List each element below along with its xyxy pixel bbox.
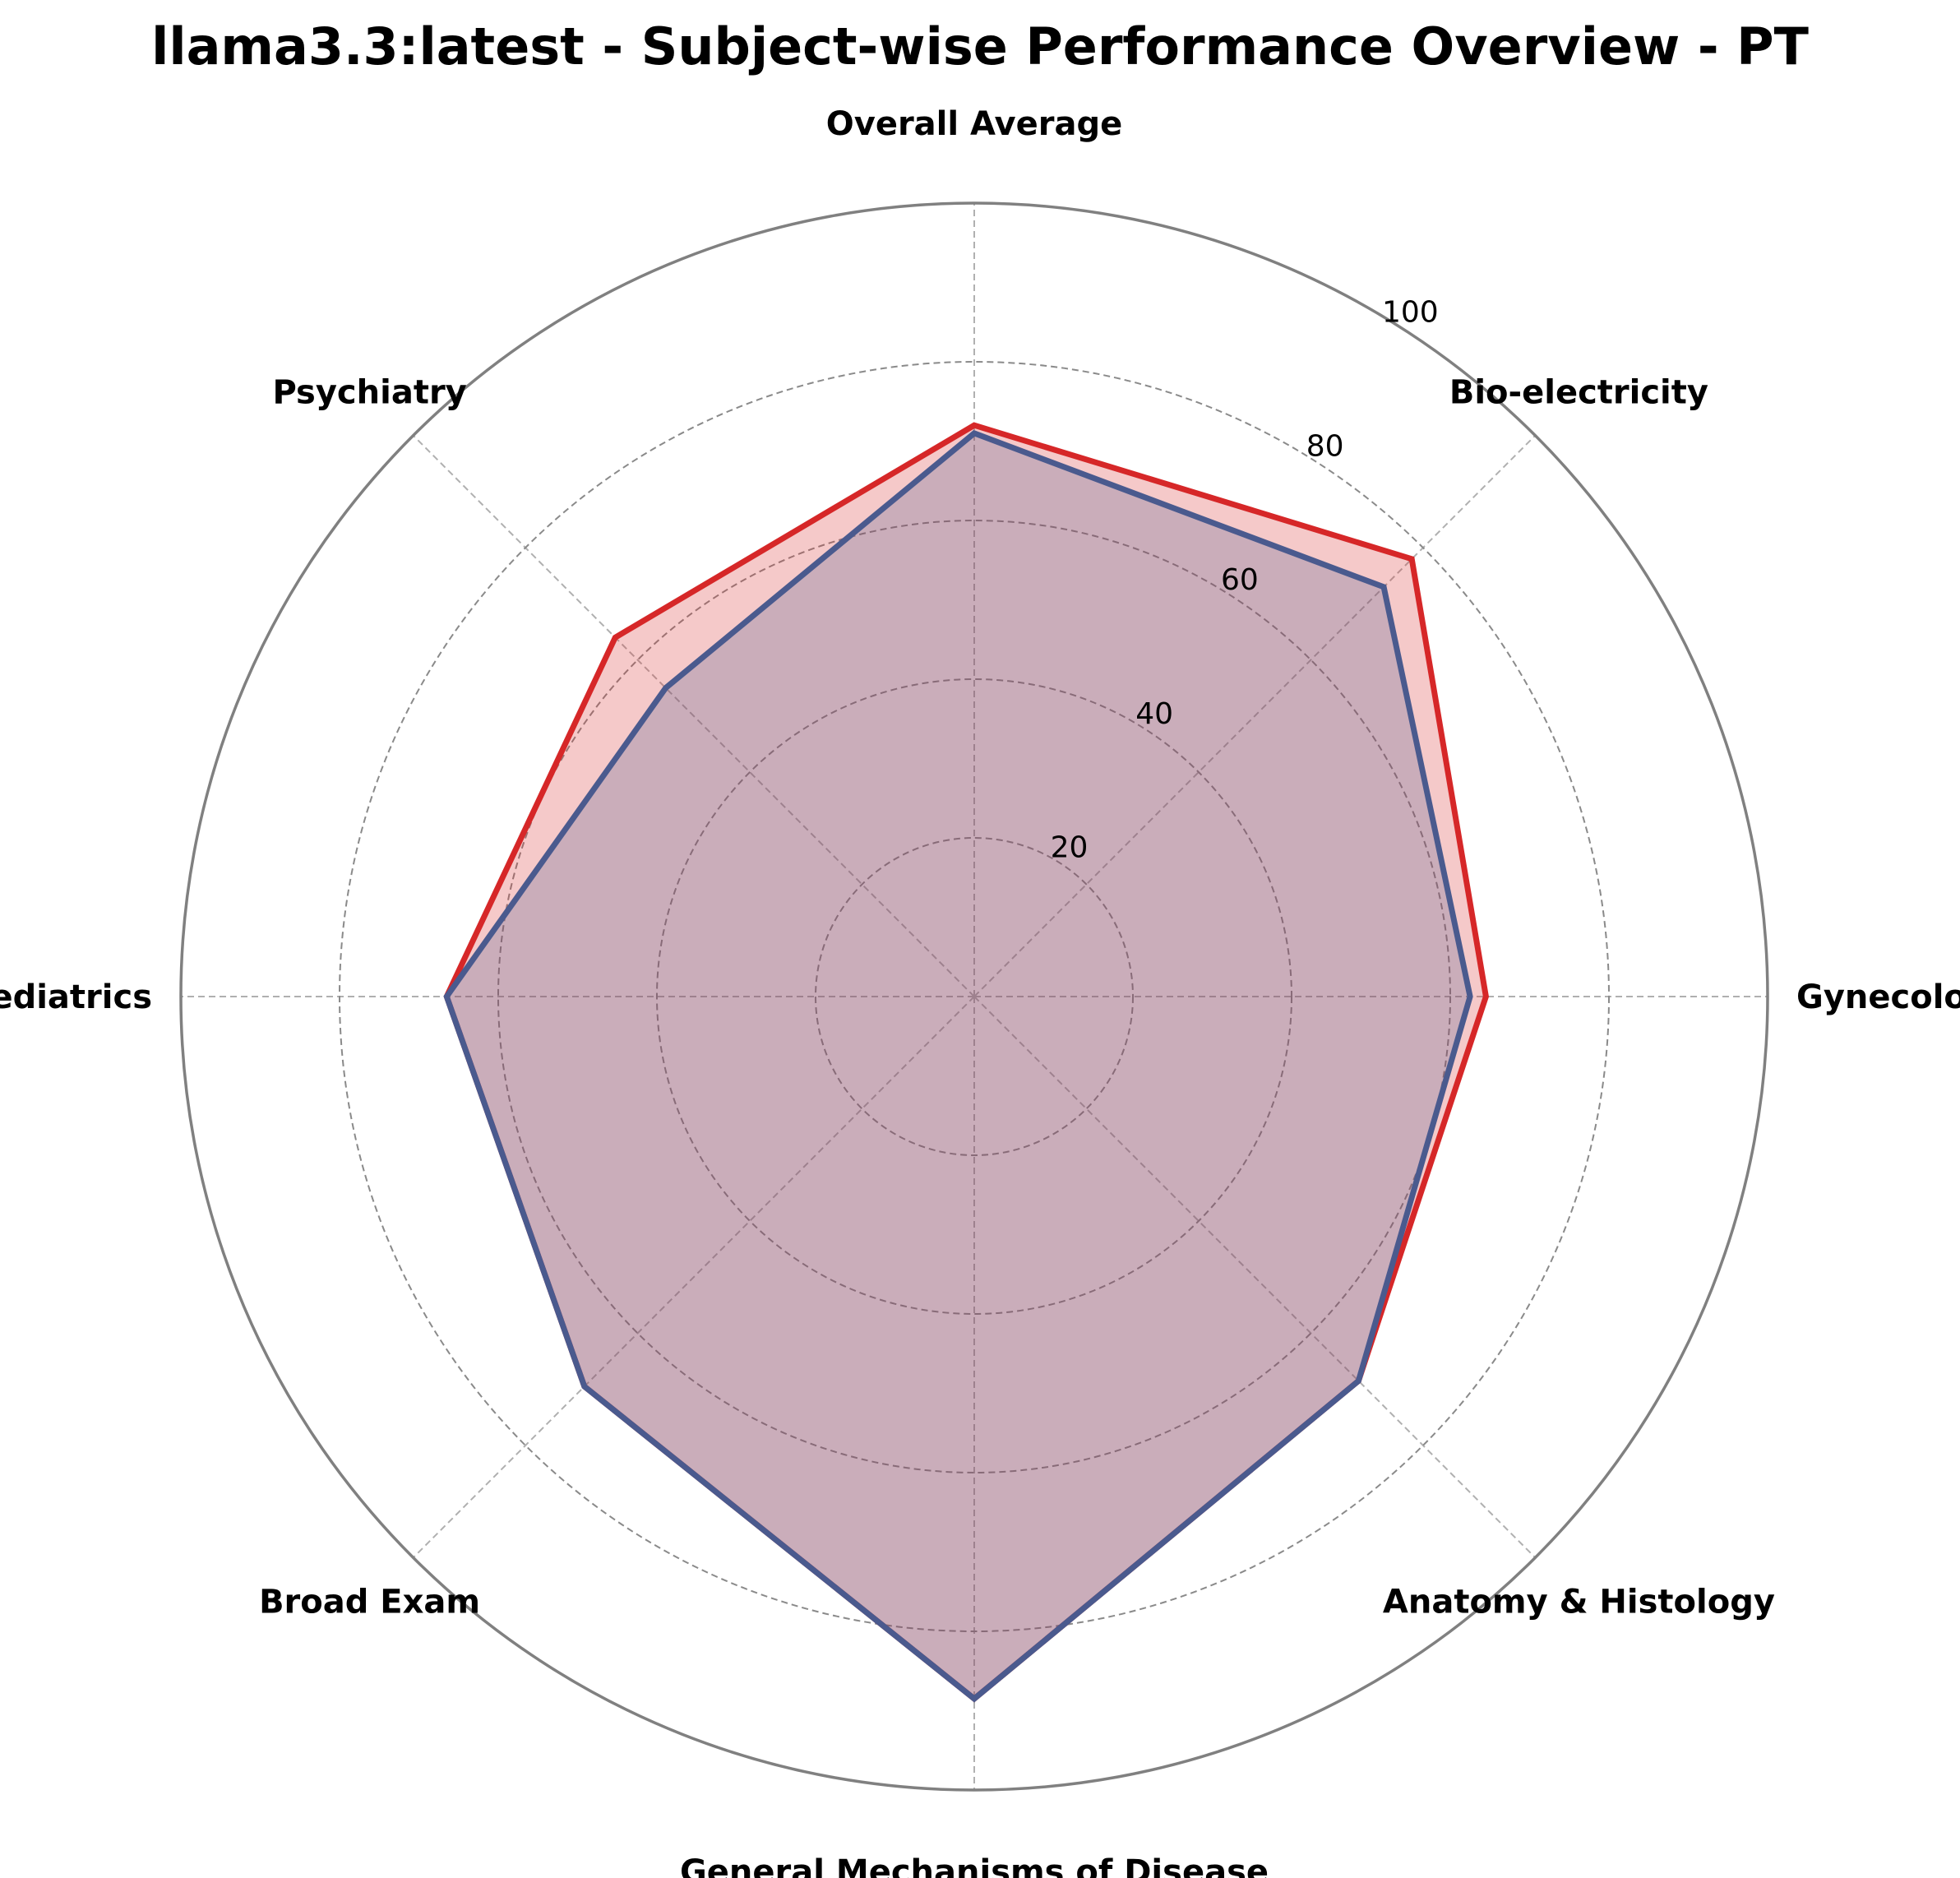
radar-grid-ring (339, 361, 1610, 1632)
radar-grid-ring (497, 520, 1451, 1473)
series-fill-1 (446, 425, 1486, 1700)
series-line-2 (443, 429, 1473, 1703)
radar-spoke (412, 996, 975, 1559)
chart-title: llama3.3:latest - Subject-wise Performan… (151, 16, 1809, 76)
radar-grid-ring (815, 837, 1134, 1156)
radial-tick-label: 100 (1382, 296, 1439, 330)
radial-tick-label: 60 (1221, 563, 1259, 597)
axis-label: Anatomy & Histology (1383, 1583, 1775, 1621)
axis-label: Psychiatry (272, 374, 466, 412)
axis-label: Overall Average (826, 105, 1123, 143)
radar-spoke (973, 996, 1537, 1559)
radial-tick-label: 80 (1306, 429, 1344, 463)
radar-grid-ring (656, 678, 1292, 1315)
radar-outer-ring (179, 201, 1769, 1792)
radar-spoke (412, 434, 975, 997)
radar-axis-labels: 20 40 60 80 100 Overall Average Bio-electricit… (0, 105, 1960, 1878)
radar-grid (179, 201, 1769, 1792)
radial-tick-label: 40 (1135, 697, 1173, 731)
axis-label: Bio-electricity (1449, 374, 1708, 412)
axis-label: Broad Exam (259, 1583, 480, 1621)
axis-label: Gynecology (1796, 978, 1960, 1016)
radar-spoke (973, 434, 1537, 997)
radar-series (443, 422, 1489, 1703)
axis-label: Pediatrics (0, 978, 152, 1016)
axis-label: General Mechanisms of Disease (680, 1853, 1269, 1878)
radial-tick-label: 20 (1051, 831, 1089, 865)
series-fill-2 (446, 432, 1471, 1699)
